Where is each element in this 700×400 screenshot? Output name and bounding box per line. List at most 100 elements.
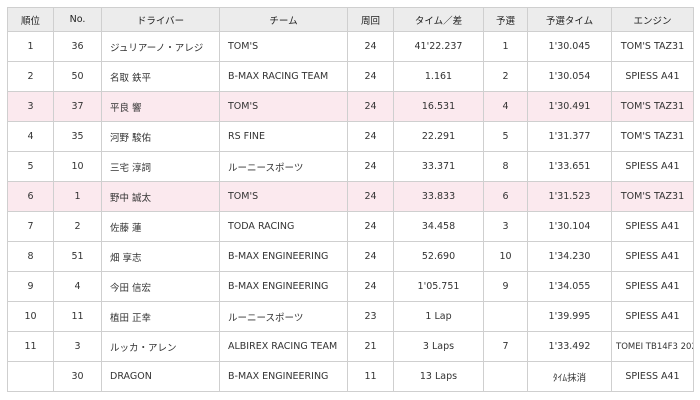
cell-car-number: 36 [53, 31, 102, 62]
cell-engine: SPIESS A41 [611, 151, 694, 182]
cell-team: ALBIREX RACING TEAM [219, 331, 348, 362]
cell-team: B-MAX ENGINEERING [219, 361, 348, 392]
cell-engine: TOM'S TAZ31 [611, 31, 694, 62]
cell-qual: 2 [483, 61, 528, 92]
cell-qual: 9 [483, 271, 528, 302]
header-no: No. [53, 7, 102, 32]
cell-pos: 9 [7, 271, 54, 302]
cell-driver: 三宅 淳詞 [101, 151, 220, 182]
cell-driver: 野中 誠太 [101, 181, 220, 212]
cell-qual-time: 1'30.104 [527, 211, 612, 242]
cell-qual-time: 1'39.995 [527, 301, 612, 332]
cell-time: 1'05.751 [393, 271, 484, 302]
cell-time: 1.161 [393, 61, 484, 92]
cell-team: TOM'S [219, 181, 348, 212]
cell-laps: 24 [347, 151, 394, 182]
cell-qual: 7 [483, 331, 528, 362]
table-row: 2 50 名取 鉄平 B-MAX RACING TEAM 24 1.161 2 1'30.05… [7, 61, 694, 92]
race-results-table: 順位 No. ドライバー チーム 周回 タイム／差 予選 予選タイム エンジン … [7, 7, 694, 392]
cell-laps: 24 [347, 61, 394, 92]
cell-qual-time: 1'34.055 [527, 271, 612, 302]
cell-qual [483, 361, 528, 392]
cell-time: 1 Lap [393, 301, 484, 332]
cell-car-number: 3 [53, 331, 102, 362]
table-row: 30 DRAGON B-MAX ENGINEERING 11 13 Laps ﾀｲﾑ抹消 S… [7, 361, 694, 392]
cell-engine: TOM'S TAZ31 [611, 121, 694, 152]
cell-qual-time: 1'33.492 [527, 331, 612, 362]
cell-laps: 24 [347, 91, 394, 122]
cell-qual: 8 [483, 151, 528, 182]
cell-time: 3 Laps [393, 331, 484, 362]
cell-car-number: 10 [53, 151, 102, 182]
cell-qual: 1 [483, 31, 528, 62]
cell-car-number: 2 [53, 211, 102, 242]
cell-time: 16.531 [393, 91, 484, 122]
cell-car-number: 4 [53, 271, 102, 302]
cell-qual-time: ﾀｲﾑ抹消 [527, 361, 612, 392]
header-qual: 予選 [483, 7, 528, 32]
cell-qual-time: 1'31.377 [527, 121, 612, 152]
cell-car-number: 11 [53, 301, 102, 332]
table-row: 7 2 佐藤 蓮 TODA RACING 24 34.458 3 1'30.104 SPIESS… [7, 211, 694, 242]
table-row: 6 1 野中 誠太 TOM'S 24 33.833 6 1'31.523 TOM'S TAZ31 [7, 181, 694, 212]
cell-team: B-MAX ENGINEERING [219, 271, 348, 302]
table-row: 4 35 河野 駿佑 RS FINE 24 22.291 5 1'31.377 TOM'S TA… [7, 121, 694, 152]
header-pos: 順位 [7, 7, 54, 32]
table-header-row: 順位 No. ドライバー チーム 周回 タイム／差 予選 予選タイム エンジン [7, 7, 694, 32]
cell-laps: 21 [347, 331, 394, 362]
cell-qual-time: 1'31.523 [527, 181, 612, 212]
cell-pos: 11 [7, 331, 54, 362]
cell-car-number: 51 [53, 241, 102, 272]
cell-driver: 畑 享志 [101, 241, 220, 272]
cell-engine: SPIESS A41 [611, 211, 694, 242]
cell-pos: 4 [7, 121, 54, 152]
cell-qual-time: 1'33.651 [527, 151, 612, 182]
cell-qual-time: 1'30.045 [527, 31, 612, 62]
cell-laps: 23 [347, 301, 394, 332]
cell-time: 33.371 [393, 151, 484, 182]
table-row: 11 3 ルッカ・アレン ALBIREX RACING TEAM 21 3 Laps 7 1'… [7, 331, 694, 362]
table-row: 5 10 三宅 淳詞 ルーニースポーツ 24 33.371 8 1'33.651 SPIESS … [7, 151, 694, 182]
header-time: タイム／差 [393, 7, 484, 32]
cell-time: 52.690 [393, 241, 484, 272]
table-row: 1 36 ジュリアーノ・アレジ TOM'S 24 41'22.237 1 1'30.045 TO… [7, 31, 694, 62]
table-row: 9 4 今田 信宏 B-MAX ENGINEERING 24 1'05.751 9 1'34.… [7, 271, 694, 302]
cell-team: B-MAX RACING TEAM [219, 61, 348, 92]
cell-pos: 7 [7, 211, 54, 242]
cell-team: TOM'S [219, 91, 348, 122]
cell-engine: SPIESS A41 [611, 61, 694, 92]
cell-car-number: 30 [53, 361, 102, 392]
cell-engine: TOM'S TAZ31 [611, 91, 694, 122]
cell-qual [483, 301, 528, 332]
cell-time: 41'22.237 [393, 31, 484, 62]
cell-team: B-MAX ENGINEERING [219, 241, 348, 272]
cell-driver: 今田 信宏 [101, 271, 220, 302]
cell-driver: DRAGON [101, 361, 220, 392]
cell-pos: 2 [7, 61, 54, 92]
cell-car-number: 1 [53, 181, 102, 212]
cell-driver: 植田 正幸 [101, 301, 220, 332]
cell-engine: SPIESS A41 [611, 241, 694, 272]
results-body: 1 36 ジュリアーノ・アレジ TOM'S 24 41'22.237 1 1'30.045 TO… [7, 31, 694, 392]
cell-pos: 1 [7, 31, 54, 62]
cell-car-number: 50 [53, 61, 102, 92]
cell-laps: 24 [347, 181, 394, 212]
cell-team: RS FINE [219, 121, 348, 152]
cell-team: ルーニースポーツ [219, 151, 348, 182]
header-team: チーム [219, 7, 348, 32]
cell-engine: TOM'S TAZ31 [611, 181, 694, 212]
cell-laps: 11 [347, 361, 394, 392]
cell-engine: SPIESS A41 [611, 361, 694, 392]
cell-time: 22.291 [393, 121, 484, 152]
cell-time: 33.833 [393, 181, 484, 212]
cell-time: 13 Laps [393, 361, 484, 392]
cell-pos [7, 361, 54, 392]
table-row: 3 37 平良 響 TOM'S 24 16.531 4 1'30.491 TOM'S TAZ31 [7, 91, 694, 122]
cell-qual-time: 1'30.054 [527, 61, 612, 92]
cell-qual: 4 [483, 91, 528, 122]
cell-laps: 24 [347, 241, 394, 272]
cell-driver: 平良 響 [101, 91, 220, 122]
cell-qual: 6 [483, 181, 528, 212]
cell-qual-time: 1'34.230 [527, 241, 612, 272]
cell-car-number: 37 [53, 91, 102, 122]
